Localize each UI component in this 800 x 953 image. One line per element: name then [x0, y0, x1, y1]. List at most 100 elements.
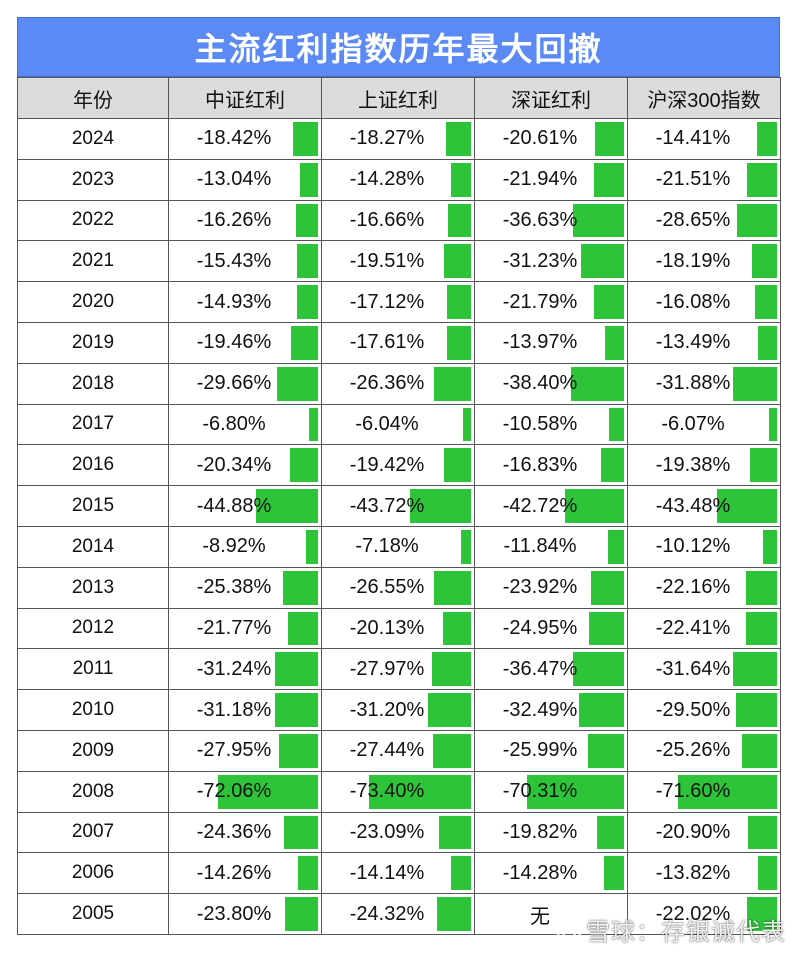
cell-szse-dividend: -36.63% [474, 199, 628, 242]
bar-szse-dividend [609, 407, 624, 442]
cell-csi-dividend: -25.38% [168, 566, 322, 609]
bar-csi-dividend [305, 529, 318, 564]
cell-sse-dividend: -24.32% [321, 893, 475, 935]
bar-csi-dividend [218, 774, 318, 809]
header-year: 年份 [17, 77, 169, 119]
cell-csi-dividend: -15.43% [168, 240, 322, 283]
cell-szse-dividend: -36.47% [474, 648, 628, 691]
cell-szse-dividend: -16.83% [474, 444, 628, 487]
bar-csi300 [746, 570, 777, 605]
bar-csi300 [745, 611, 777, 646]
cell-sse-dividend: -6.04% [321, 403, 475, 446]
value-label: -13.04% [196, 168, 272, 191]
cell-sse-dividend: -14.28% [321, 158, 475, 201]
value-label: -17.61% [349, 331, 425, 354]
cell-sse-dividend: -73.40% [321, 770, 475, 813]
value-label: -71.60% [655, 780, 731, 803]
value-label: -18.42% [196, 127, 272, 150]
value-label: -14.28% [502, 861, 578, 884]
cell-csi300: -6.07% [627, 403, 781, 446]
value-label: -14.41% [655, 127, 731, 150]
value-label: -42.72% [502, 494, 578, 517]
value-label: -24.95% [502, 616, 578, 639]
year-cell: 2024 [17, 118, 169, 160]
year-cell: 2006 [17, 852, 169, 895]
bar-sse-dividend [451, 856, 471, 891]
bar-sse-dividend [443, 611, 471, 646]
value-label: -21.77% [196, 616, 272, 639]
bar-csi-dividend [298, 856, 318, 891]
value-label: -20.61% [502, 127, 578, 150]
value-label: -6.07% [661, 412, 725, 435]
cell-csi-dividend: -23.80% [168, 893, 322, 935]
chart-container: 主流红利指数历年最大回撤 年份 中证红利 上证红利 深证红利 沪深300指数 2… [17, 17, 781, 935]
value-label: -14.28% [349, 168, 425, 191]
value-label: -24.32% [349, 902, 425, 925]
bar-csi-dividend [292, 122, 318, 156]
year-cell: 2005 [17, 893, 169, 935]
cell-csi-dividend: -24.36% [168, 811, 322, 854]
value-label: 无 [530, 905, 550, 928]
header-szse-dividend: 深证红利 [474, 77, 628, 119]
bar-szse-dividend [604, 856, 624, 891]
bar-csi-dividend [296, 244, 318, 279]
bar-szse-dividend [593, 162, 624, 197]
chart-title: 主流红利指数历年最大回撤 [17, 17, 780, 77]
cell-szse-dividend: -25.99% [474, 729, 628, 772]
cell-csi-dividend: -31.18% [168, 689, 322, 731]
cell-sse-dividend: -16.66% [321, 199, 475, 242]
table-row: 2008 -72.06% -73.40% -70.31% -71.60% [17, 770, 781, 813]
bar-csi-dividend [276, 366, 318, 401]
bar-szse-dividend [595, 122, 624, 156]
bar-csi300 [768, 407, 777, 442]
bar-csi-dividend [291, 325, 318, 360]
bar-sse-dividend [434, 366, 471, 401]
watermark-text: 雪球：存银诚代表 [586, 919, 786, 946]
cell-csi300: -22.41% [627, 607, 781, 650]
cell-csi-dividend: -14.93% [168, 281, 322, 323]
cell-szse-dividend: -24.95% [474, 607, 628, 650]
cell-csi-dividend: -6.80% [168, 403, 322, 446]
bar-csi-dividend [274, 693, 318, 727]
bar-sse-dividend [410, 489, 471, 523]
bar-sse-dividend [451, 162, 471, 197]
value-label: -36.47% [502, 657, 578, 680]
bar-csi300 [732, 366, 777, 401]
year-cell: 2008 [17, 770, 169, 813]
cell-csi300: -20.90% [627, 811, 781, 854]
cell-sse-dividend: -14.14% [321, 852, 475, 895]
bar-csi300 [716, 489, 777, 523]
value-label: -23.80% [196, 902, 272, 925]
cell-csi-dividend: -13.04% [168, 158, 322, 201]
value-label: -26.55% [349, 576, 425, 599]
cell-csi-dividend: -8.92% [168, 525, 322, 568]
cell-csi300: -31.88% [627, 362, 781, 405]
year-cell: 2011 [17, 648, 169, 691]
bar-sse-dividend [443, 244, 471, 279]
header-csi300: 沪深300指数 [627, 77, 781, 119]
cell-sse-dividend: -19.42% [321, 444, 475, 487]
value-label: -73.40% [349, 780, 425, 803]
cell-csi-dividend: -29.66% [168, 362, 322, 405]
table-row: 2016 -20.34% -19.42% -16.83% -19.38% [17, 444, 781, 487]
bar-szse-dividend [573, 203, 624, 238]
cell-szse-dividend: -21.94% [474, 158, 628, 201]
value-label: -31.64% [655, 657, 731, 680]
year-cell: 2018 [17, 362, 169, 405]
bar-csi300 [748, 815, 777, 850]
bar-szse-dividend [589, 611, 624, 646]
cell-szse-dividend: -23.92% [474, 566, 628, 609]
cell-csi-dividend: -31.24% [168, 648, 322, 691]
bar-csi300 [733, 652, 777, 687]
cell-sse-dividend: -7.18% [321, 525, 475, 568]
year-cell: 2014 [17, 525, 169, 568]
bar-sse-dividend [434, 570, 471, 605]
value-label: -11.84% [503, 535, 577, 558]
value-label: -23.92% [502, 576, 578, 599]
value-label: -43.48% [655, 494, 731, 517]
bar-szse-dividend [580, 244, 624, 279]
value-label: -6.04% [355, 412, 419, 435]
cell-szse-dividend: -11.84% [474, 525, 628, 568]
value-label: -27.97% [349, 657, 425, 680]
cell-csi-dividend: -20.34% [168, 444, 322, 487]
